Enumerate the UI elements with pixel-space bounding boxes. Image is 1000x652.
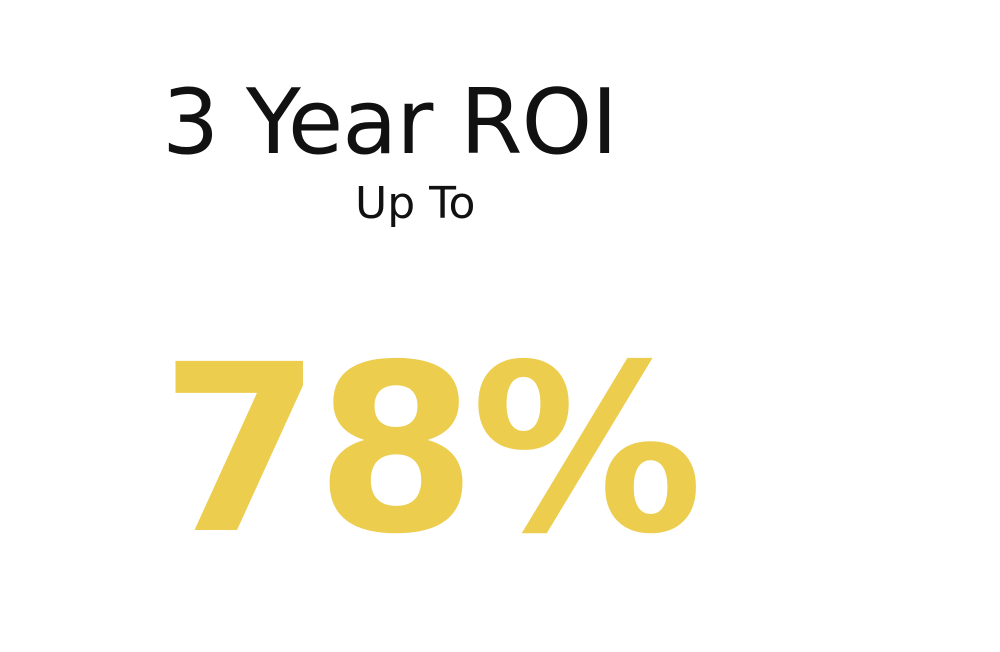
roi-headline: 3 Year ROI bbox=[162, 70, 618, 175]
roi-qualifier: Up To bbox=[355, 178, 476, 229]
roi-percentage: 78% bbox=[160, 315, 703, 585]
